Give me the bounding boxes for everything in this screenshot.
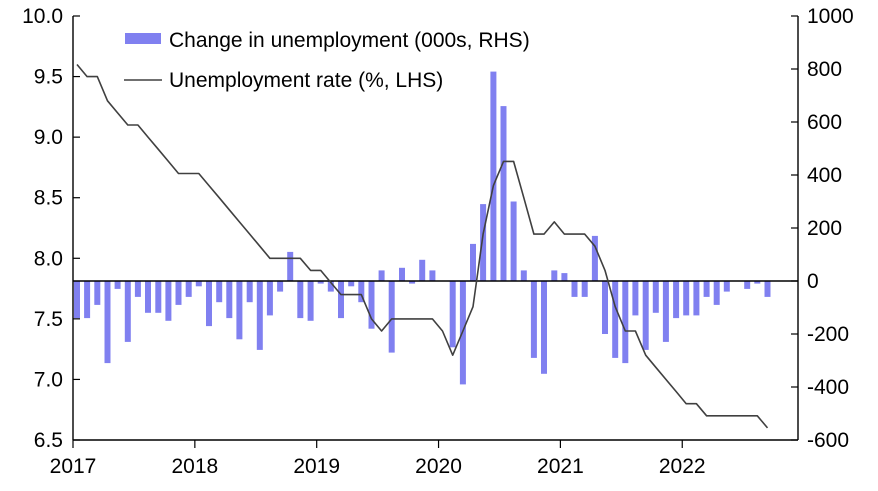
bar (591, 235, 598, 281)
bar (124, 281, 131, 342)
bar (277, 281, 284, 292)
bar (175, 281, 182, 305)
bar (195, 281, 202, 287)
bar (642, 281, 649, 350)
bar (134, 281, 141, 297)
bar (500, 106, 507, 281)
bar (612, 281, 619, 358)
right-tick-label: -200 (807, 323, 849, 346)
bar (256, 281, 263, 350)
bar (713, 281, 720, 305)
bar (683, 281, 690, 316)
right-tick-label: -600 (807, 429, 849, 452)
right-tick-label: 1000 (807, 5, 854, 28)
bar (419, 259, 426, 281)
right-tick-label: 400 (807, 164, 842, 187)
bar (409, 281, 416, 284)
bar (693, 281, 700, 316)
bar (622, 281, 629, 364)
left-tick-label: 6.5 (34, 429, 63, 452)
x-tick-label: 2021 (537, 455, 584, 478)
bar (327, 281, 334, 292)
axes: 6.5 7.0 7.5 8.0 8.5 9.0 9.5 10.0 -600 -400 -200 0 20… (22, 5, 854, 478)
x-tick-label: 2020 (415, 455, 462, 478)
bar (703, 281, 710, 297)
bar (266, 281, 273, 316)
bar (754, 281, 761, 284)
bar-series (74, 71, 771, 385)
bar (530, 281, 537, 358)
right-tick-label: 800 (807, 58, 842, 81)
bar (368, 281, 375, 329)
bar (287, 251, 294, 281)
right-tick-label: 600 (807, 111, 842, 134)
bar (74, 281, 80, 319)
right-tick-label: -400 (807, 376, 849, 399)
bar (145, 281, 151, 313)
bar (307, 281, 314, 321)
bar (723, 281, 730, 292)
x-tick-label: 2017 (50, 455, 97, 478)
bar (449, 281, 456, 348)
bar (165, 281, 172, 321)
bar (551, 270, 558, 281)
left-tick-label: 9.5 (34, 66, 63, 89)
left-tick-label: 9.0 (34, 126, 63, 149)
left-tick-label: 8.5 (34, 187, 63, 210)
bar (388, 281, 395, 353)
bar (155, 281, 162, 313)
legend-bar-label: Change in unemployment (000s, RHS) (169, 29, 530, 52)
bar (185, 281, 192, 297)
bar (358, 281, 365, 303)
bar (673, 281, 680, 319)
right-tick-label: 200 (807, 217, 842, 240)
bar (744, 281, 751, 289)
unemployment-rate-line (76, 63, 769, 429)
bar (429, 270, 436, 281)
bar (114, 281, 121, 289)
bar (581, 281, 588, 297)
left-tick-label: 7.5 (34, 308, 63, 331)
bar (317, 281, 324, 284)
x-tick-label: 2019 (293, 455, 340, 478)
bar (571, 281, 578, 297)
bar (348, 281, 355, 287)
x-tick-label: 2022 (659, 455, 706, 478)
bar (226, 281, 233, 319)
bar (662, 281, 669, 342)
x-tick-label: 2018 (171, 455, 218, 478)
bar (84, 281, 91, 319)
bar (378, 270, 385, 281)
bar (764, 281, 771, 297)
bar (399, 267, 405, 282)
bar (470, 243, 476, 281)
left-tick-label: 7.0 (34, 368, 63, 391)
legend: Change in unemployment (000s, RHS) Unemp… (124, 29, 530, 92)
bar (520, 270, 527, 281)
bar (216, 281, 223, 303)
bar (652, 281, 659, 313)
bar (206, 281, 212, 327)
bar (490, 71, 497, 281)
bar (338, 281, 344, 319)
bar (541, 281, 547, 374)
right-tick-label: 0 (807, 270, 819, 293)
legend-line-label: Unemployment rate (%, LHS) (169, 69, 443, 92)
bar (94, 281, 101, 305)
left-tick-label: 10.0 (22, 5, 63, 28)
bar (236, 281, 243, 340)
bar (602, 281, 608, 334)
bar (480, 204, 487, 281)
left-tick-label: 8.0 (34, 247, 63, 270)
bar (297, 281, 304, 319)
bar (561, 273, 568, 281)
legend-bar-swatch (125, 33, 161, 44)
bar (510, 201, 517, 281)
bar (104, 281, 111, 364)
bar (246, 281, 253, 303)
bar (632, 281, 639, 316)
